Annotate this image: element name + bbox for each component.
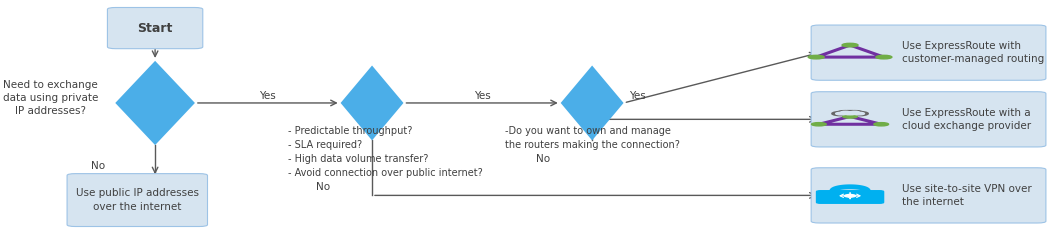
Circle shape [832,111,851,116]
Circle shape [843,115,857,118]
Circle shape [850,111,859,113]
Text: Yes: Yes [474,91,490,101]
Text: Start: Start [137,22,173,35]
Circle shape [876,55,892,59]
Text: Use public IP addresses
over the internet: Use public IP addresses over the interne… [75,188,199,212]
FancyBboxPatch shape [811,25,1046,80]
Text: No: No [316,182,330,192]
Circle shape [843,43,858,47]
Circle shape [843,112,857,115]
Text: Use ExpressRoute with
customer-managed routing: Use ExpressRoute with customer-managed r… [902,41,1045,64]
Polygon shape [341,66,403,140]
Circle shape [835,112,847,115]
Circle shape [874,123,889,126]
Circle shape [840,111,850,113]
Text: No: No [91,161,105,171]
Polygon shape [115,61,195,145]
Circle shape [845,195,855,197]
Circle shape [850,111,868,116]
Circle shape [837,111,853,114]
Circle shape [847,111,863,114]
FancyBboxPatch shape [811,92,1046,147]
Circle shape [808,55,824,59]
Text: - Predictable throughput?
- SLA required?
- High data volume transfer?
- Avoid c: - Predictable throughput? - SLA required… [288,126,483,178]
Text: No: No [537,154,550,164]
FancyBboxPatch shape [67,174,208,227]
Text: Use site-to-site VPN over
the internet: Use site-to-site VPN over the internet [902,184,1032,207]
Circle shape [838,111,861,116]
FancyBboxPatch shape [811,168,1046,223]
Polygon shape [561,66,624,140]
Text: Need to exchange
data using private
IP addresses?: Need to exchange data using private IP a… [3,80,99,117]
Circle shape [853,112,865,115]
FancyBboxPatch shape [816,191,883,203]
Text: -Do you want to own and manage
the routers making the connection?: -Do you want to own and manage the route… [505,126,680,150]
Text: Yes: Yes [629,91,646,101]
Circle shape [811,123,826,126]
Text: Use ExpressRoute with a
cloud exchange provider: Use ExpressRoute with a cloud exchange p… [902,108,1031,131]
Text: Yes: Yes [260,91,276,101]
FancyBboxPatch shape [107,7,202,49]
